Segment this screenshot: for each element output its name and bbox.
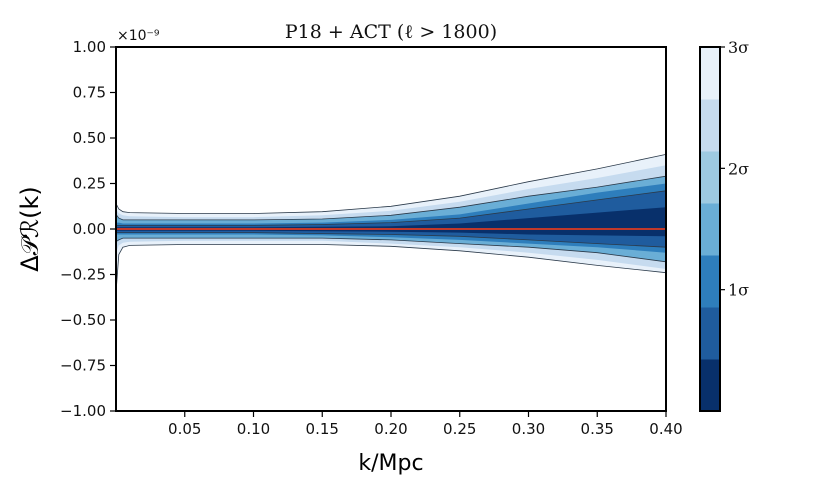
colorbar-tick-label: 1σ	[728, 281, 749, 300]
colorbar-segment	[700, 359, 720, 412]
x-axis-ticks: 0.05 0.10 0.15 0.20 0.25 0.30 0.35 0.40	[168, 411, 683, 438]
colorbar-segment	[700, 203, 720, 256]
colorbar-ticks: 3σ 2σ 1σ	[720, 38, 749, 300]
y-scale-multiplier: ×10⁻⁹	[117, 28, 160, 44]
y-tick-label: −0.75	[60, 357, 106, 375]
colorbar-frame	[699, 46, 721, 412]
x-tick-label: 0.30	[512, 420, 545, 438]
colorbar-segment	[700, 255, 720, 308]
colorbar-segment	[700, 47, 720, 100]
y-axis-ticks: 1.00 0.75 0.50 0.25 0.00 −0.25 −0.50 −0.75 −1.00	[60, 38, 116, 420]
y-tick-label: 0.25	[73, 175, 106, 193]
colorbar-segment	[700, 151, 720, 204]
confidence-bands	[116, 154, 666, 293]
x-tick-label: 0.25	[443, 420, 476, 438]
x-tick-label: 0.10	[237, 420, 270, 438]
colorbar-segment	[700, 307, 720, 360]
y-tick-label: 0.50	[73, 129, 106, 147]
x-tick-label: 0.05	[168, 420, 201, 438]
y-tick-label: −0.50	[60, 311, 106, 329]
y-tick-label: 1.00	[73, 38, 106, 56]
contour-upper-2σ	[115, 175, 667, 221]
contour-upper-1σ	[116, 190, 667, 226]
y-tick-label: 0.00	[73, 220, 106, 238]
y-tick-label: −0.25	[60, 266, 106, 284]
colorbar	[700, 47, 720, 412]
y-tick-label: 0.75	[73, 84, 106, 102]
y-tick-label: −1.00	[60, 402, 106, 420]
x-tick-label: 0.15	[306, 420, 339, 438]
contour-lower-1σ	[116, 232, 667, 248]
contour-lower-3σ	[115, 244, 667, 293]
x-axis-label: k/Mpc	[358, 451, 423, 476]
x-tick-label: 0.40	[649, 420, 682, 438]
chart-title: P18 + ACT (ℓ > 1800)	[285, 21, 497, 43]
x-tick-label: 0.20	[374, 420, 407, 438]
contour-upper-3σ	[115, 154, 667, 214]
band-contours	[115, 154, 667, 293]
y-axis-label: Δ𝒫ℛ(k)	[16, 186, 44, 272]
x-tick-label: 0.35	[581, 420, 614, 438]
colorbar-tick-label: 3σ	[728, 38, 749, 57]
colorbar-segment	[700, 99, 720, 152]
colorbar-tick-label: 2σ	[728, 159, 749, 178]
contour-lower-2σ	[115, 237, 667, 263]
